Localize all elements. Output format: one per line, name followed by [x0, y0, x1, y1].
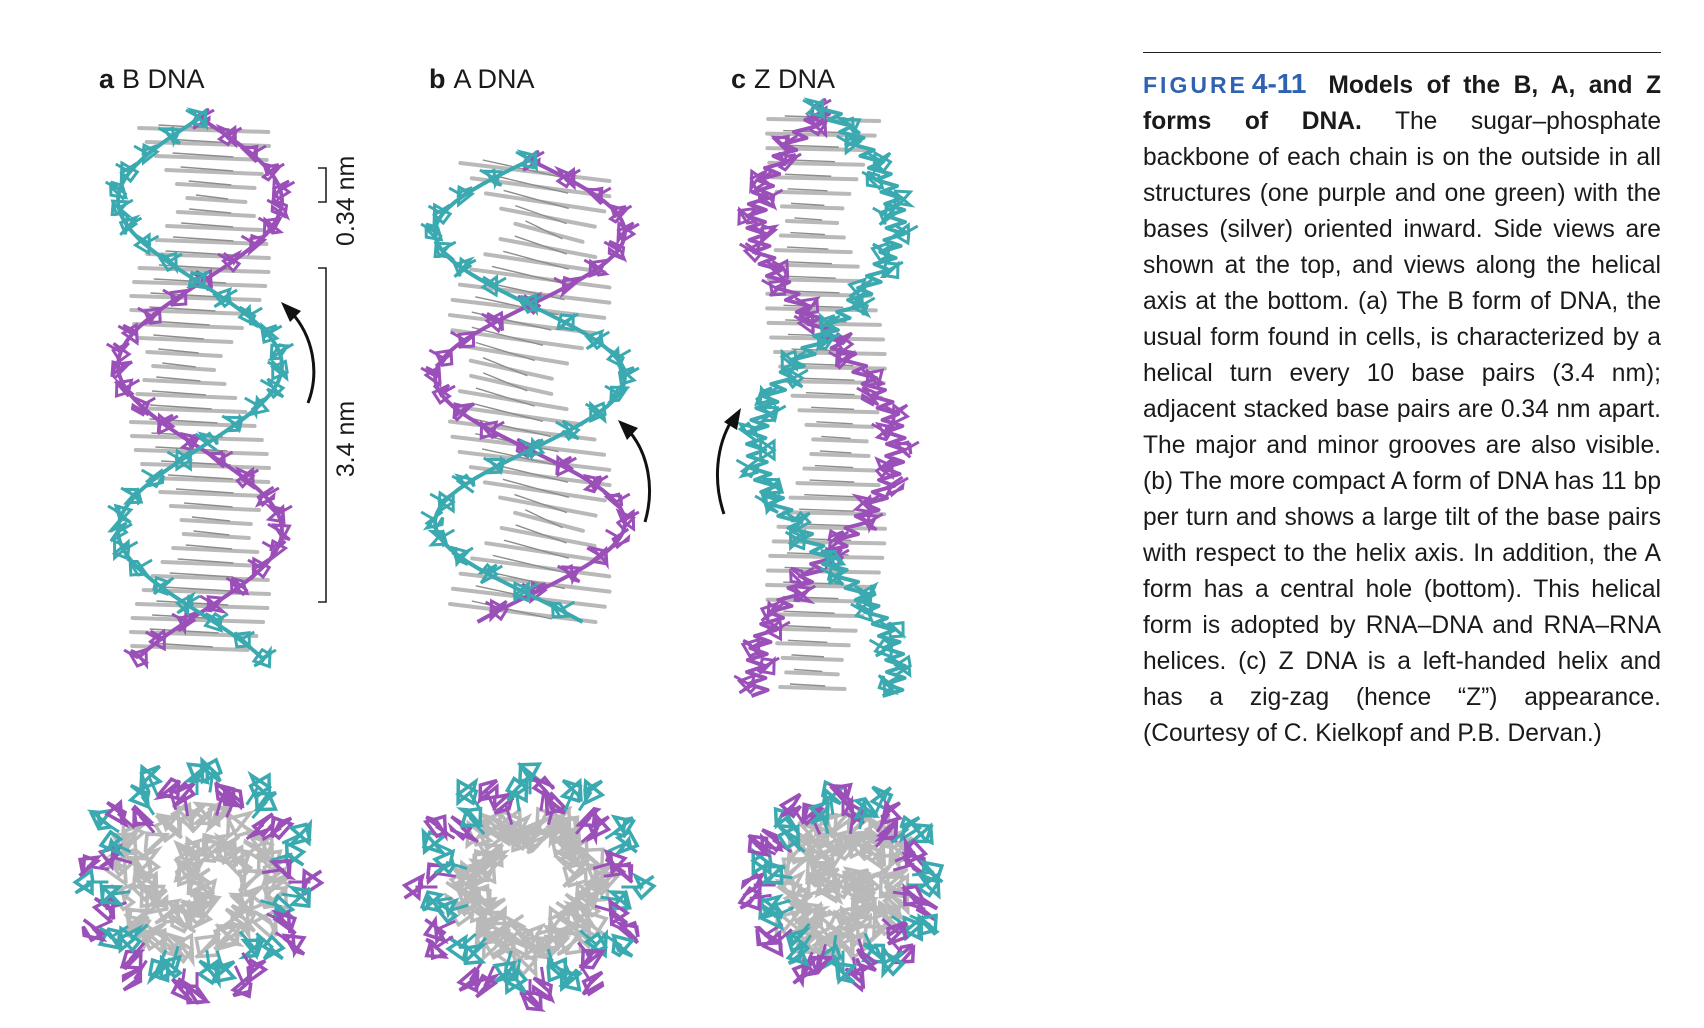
- panel-letter-b: b: [429, 64, 446, 94]
- rotation-arrow-b-dna: [281, 302, 316, 404]
- a-dna-axial-model: [401, 761, 657, 1012]
- a-dna-axial-model-backbone: [401, 761, 657, 1012]
- b-dna-side-model-teal-strand: [104, 107, 295, 669]
- dna-models-figure: [72, 97, 945, 1012]
- caption-body: The sugar–phosphate backbone of each cha…: [1143, 108, 1661, 747]
- b-dna-axial-model: [72, 756, 325, 1005]
- a-dna-side-model-bases: [447, 159, 612, 624]
- b-dna-axial-model-bases: [102, 801, 292, 968]
- caption-rule: [1143, 52, 1661, 53]
- b-dna-side-model-bases: [128, 124, 272, 652]
- b-dna-side-model-purple-strand: [105, 107, 296, 670]
- panel-title-c: Z DNA: [754, 64, 836, 94]
- panel-letter-a: a: [99, 64, 115, 94]
- a-dna-axial-model-bases: [444, 805, 621, 979]
- b-dna-axial-model-backbone: [72, 756, 325, 1005]
- rotation-arrow-z-dna: [716, 408, 741, 515]
- figure-number: 4-11: [1251, 68, 1307, 99]
- panel-title-a: B DNA: [122, 64, 205, 94]
- a-dna-side-model-teal-strand: [420, 149, 640, 624]
- figure-title: Models of the B, A, and Z forms of DNA.: [1143, 72, 1661, 135]
- z-dna-axial-model: [737, 779, 945, 993]
- rise-bracket: [318, 167, 327, 203]
- rotation-arrow-a-dna: [618, 420, 651, 523]
- z-dna-side-model-teal-strand: [735, 97, 919, 698]
- z-dna-axial-model-bases: [774, 809, 917, 962]
- figure-caption: FIGURE 4-11 Models of the B, A, and Z form…: [1143, 66, 1661, 752]
- rise-label: 0.34 nm: [332, 155, 360, 246]
- figure-word: FIGURE: [1143, 72, 1248, 98]
- turn-label: 3.4 nm: [332, 400, 360, 478]
- z-dna-side-model: [733, 97, 920, 698]
- z-dna-axial-model-backbone: [737, 779, 945, 993]
- a-dna-side-model: [420, 149, 640, 624]
- panel-letter-c: c: [731, 64, 747, 94]
- turn-bracket: [318, 267, 327, 603]
- side-views: [104, 97, 920, 698]
- axial-views: [72, 756, 945, 1012]
- a-dna-side-model-purple-strand: [420, 149, 640, 624]
- panel-title-b: A DNA: [453, 64, 535, 94]
- z-dna-side-model-purple-strand: [733, 97, 920, 698]
- b-dna-side-model: [104, 107, 296, 670]
